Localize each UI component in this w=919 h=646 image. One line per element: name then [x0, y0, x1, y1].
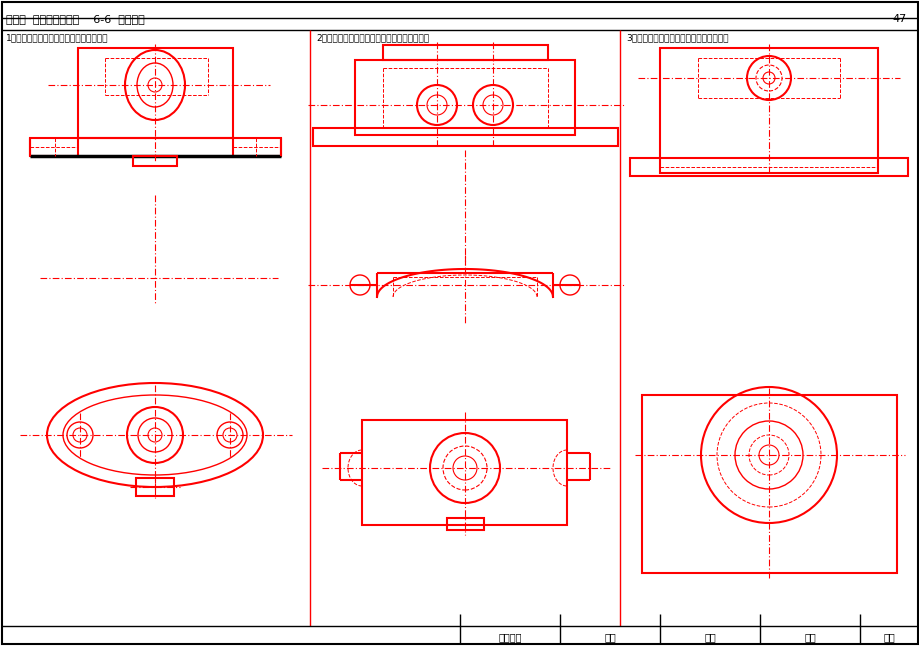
Text: 姓名: 姓名 [703, 632, 715, 642]
Text: 2．在指定位置将主、俯视图改画成半剖视图。: 2．在指定位置将主、俯视图改画成半剖视图。 [315, 33, 428, 42]
Bar [133, 156, 176, 166]
Bar [78, 48, 233, 138]
Bar [136, 478, 174, 496]
Text: 47: 47 [892, 14, 906, 24]
Text: 学号: 学号 [604, 632, 615, 642]
Bar [447, 518, 483, 530]
Text: 成绩: 成绩 [882, 632, 894, 642]
Bar [361, 420, 566, 525]
Text: 审核: 审核 [803, 632, 815, 642]
Bar [630, 158, 907, 176]
Text: 1．在指定位置将主视图改画成半剖视图。: 1．在指定位置将主视图改画成半剖视图。 [6, 33, 108, 42]
Bar [659, 48, 877, 173]
Text: 3．在指定位置将主视图改画成半剖视图。: 3．在指定位置将主视图改画成半剖视图。 [625, 33, 728, 42]
Bar [30, 138, 78, 156]
Bar [641, 395, 896, 573]
Text: 专业班级: 专业班级 [498, 632, 521, 642]
Text: 第六章  机件的表达方法    6-6  半剖视图: 第六章 机件的表达方法 6-6 半剖视图 [6, 14, 144, 24]
Bar [355, 60, 574, 135]
Bar [312, 128, 618, 146]
Bar [233, 138, 280, 156]
Bar [382, 45, 548, 60]
